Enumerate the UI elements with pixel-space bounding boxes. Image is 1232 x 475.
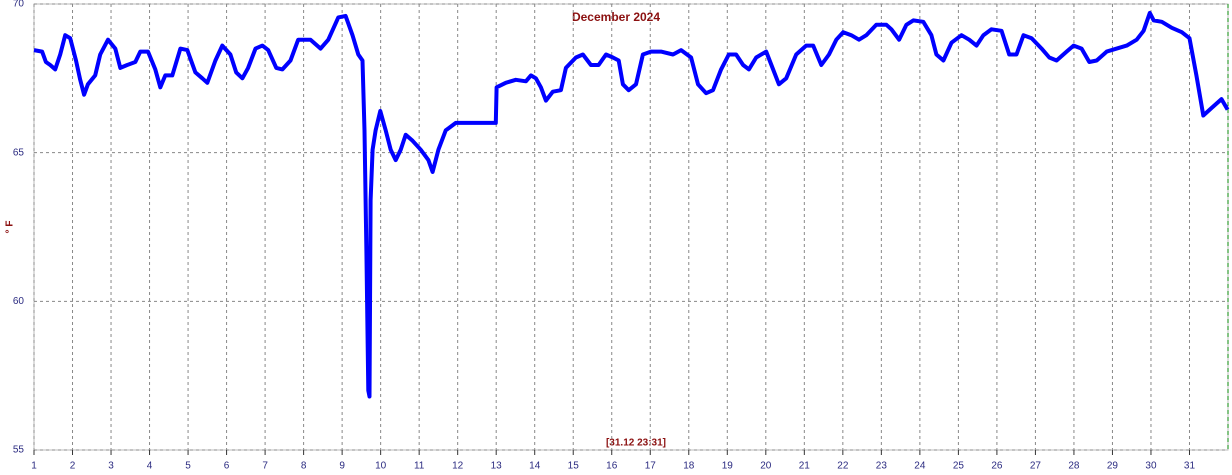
x-tick-label: 25: [953, 461, 965, 472]
x-tick-label: 10: [375, 461, 387, 472]
y-axis-label: ° F: [5, 221, 16, 234]
x-tick-label: 27: [1030, 461, 1042, 472]
x-tick-label: 2: [70, 461, 76, 472]
annotation: [31.12 23:31]: [606, 438, 666, 449]
y-tick-label: 65: [13, 147, 25, 158]
x-tick-label: 21: [799, 461, 811, 472]
x-tick-label: 5: [185, 461, 191, 472]
x-tick-label: 30: [1145, 461, 1157, 472]
x-tick-label: 23: [876, 461, 888, 472]
x-tick-label: 1: [31, 461, 37, 472]
y-tick-label: 60: [13, 296, 25, 307]
x-tick-label: 3: [108, 461, 114, 472]
x-tick-label: 19: [722, 461, 734, 472]
x-tick-label: 9: [339, 461, 345, 472]
x-tick-label: 14: [529, 461, 541, 472]
chart-title: December 2024: [572, 10, 660, 24]
y-tick-label: 55: [13, 445, 25, 456]
x-tick-label: 17: [645, 461, 657, 472]
x-tick-label: 12: [452, 461, 464, 472]
x-tick-label: 6: [224, 461, 230, 472]
x-tick-label: 26: [991, 461, 1003, 472]
x-tick-label: 4: [147, 461, 153, 472]
x-tick-label: 22: [837, 461, 849, 472]
x-tick-label: 8: [301, 461, 307, 472]
x-tick-label: 7: [262, 461, 268, 472]
x-tick-label: 31: [1184, 461, 1196, 472]
x-tick-label: 24: [914, 461, 926, 472]
x-tick-label: 29: [1107, 461, 1119, 472]
x-tick-label: 20: [760, 461, 772, 472]
y-tick-label: 70: [13, 0, 25, 10]
x-tick-label: 18: [683, 461, 695, 472]
x-tick-label: 28: [1068, 461, 1080, 472]
x-tick-label: 16: [606, 461, 618, 472]
x-tick-label: 13: [491, 461, 503, 472]
temperature-line: [33, 10, 1230, 399]
x-tick-label: 11: [414, 461, 425, 472]
x-tick-label: 15: [568, 461, 580, 472]
